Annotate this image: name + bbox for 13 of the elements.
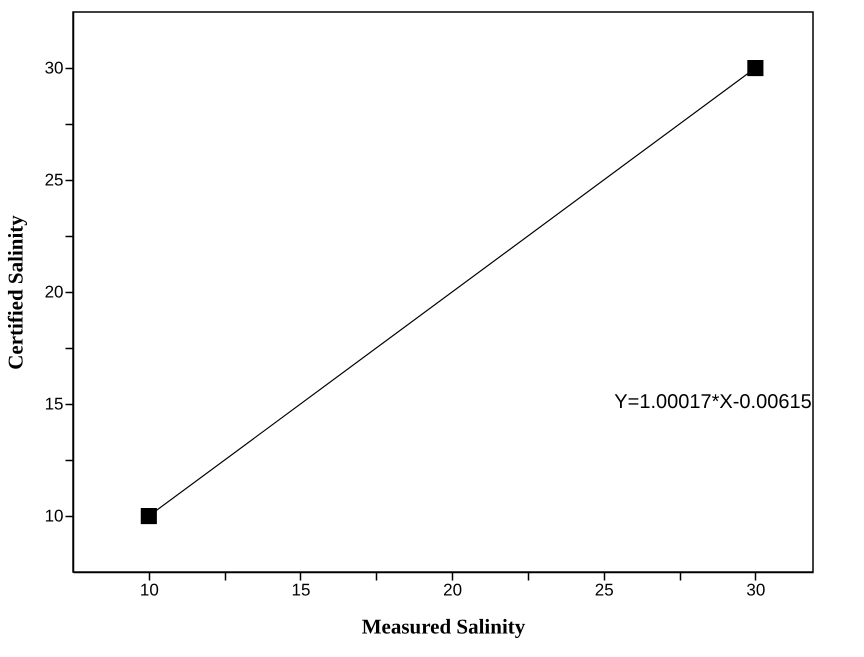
annotation: Y=1.00017*X-0.00615 bbox=[614, 391, 812, 413]
y-tick-label: 30 bbox=[44, 58, 64, 78]
x-tick-label: 15 bbox=[292, 580, 310, 600]
x-tick-label: 25 bbox=[594, 580, 614, 600]
y-axis-title: Certified Salinity bbox=[4, 214, 28, 370]
x-tick-label: 10 bbox=[140, 580, 159, 600]
x-axis-title: Measured Salinity bbox=[362, 614, 526, 638]
y-tick-label: 15 bbox=[44, 394, 64, 414]
x-tick-label: 20 bbox=[443, 580, 462, 600]
y-tick-label: 25 bbox=[44, 170, 64, 190]
y-tick-label: 20 bbox=[44, 282, 64, 302]
x-tick-label: 30 bbox=[746, 580, 766, 600]
y-tick-label: 10 bbox=[44, 506, 64, 526]
